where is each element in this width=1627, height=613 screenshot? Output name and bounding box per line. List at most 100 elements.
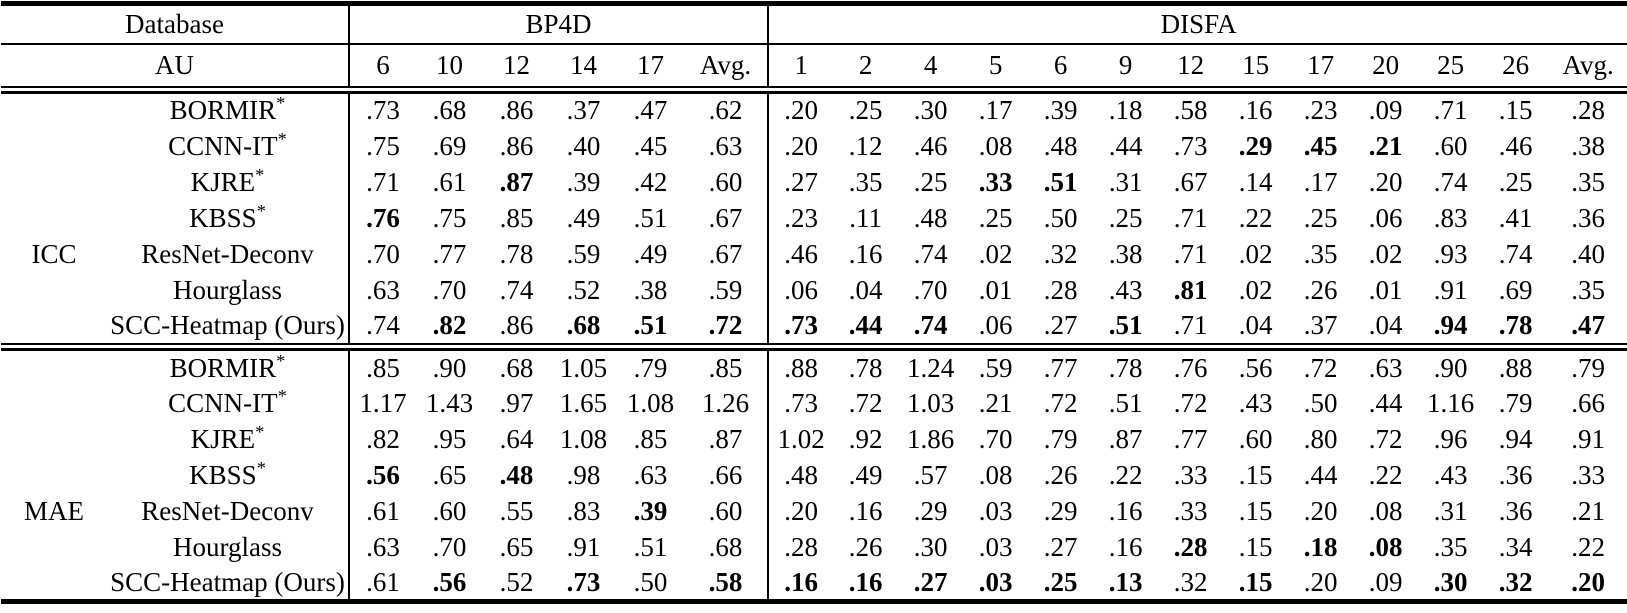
value-cell: .30 bbox=[913, 95, 948, 126]
value-cell: .50 bbox=[1043, 202, 1078, 233]
value-cell: .78 bbox=[499, 238, 534, 269]
value-cell: .32 bbox=[1043, 238, 1078, 269]
table-row-icc-5: Hourglass .63 .70 .74 .52 .38 .59 .06 .04 .70 .01.… bbox=[1, 272, 1627, 308]
value-cell: 1.26 bbox=[684, 385, 770, 422]
value-cell: .20 bbox=[1303, 566, 1338, 597]
value-cell: .61 bbox=[366, 566, 400, 597]
value-cell: .03 bbox=[978, 532, 1013, 562]
star-superscript: * bbox=[256, 458, 266, 478]
value-cell: .06 bbox=[1368, 202, 1403, 233]
value-cell: .79 bbox=[633, 352, 668, 383]
value-cell: .70 bbox=[366, 238, 400, 269]
value-cell: .94 bbox=[1498, 424, 1533, 454]
method-label: ResNet-Deconv bbox=[141, 496, 314, 526]
table-row-icc-4: ICC ResNet-Deconv .70 .77 .78 .59 .49 .67 .46 .16… bbox=[1, 236, 1627, 272]
au-header-disfa-20: 20 bbox=[1372, 49, 1400, 80]
value-cell: .66 bbox=[684, 457, 770, 494]
value-cell: .71 bbox=[1173, 202, 1208, 233]
method-label: BORMIR bbox=[169, 352, 277, 383]
value-cell: .68 bbox=[566, 310, 601, 340]
method-cell: ResNet-Deconv bbox=[107, 493, 351, 530]
star-superscript: * bbox=[255, 164, 265, 185]
value-cell: .03 bbox=[978, 496, 1013, 526]
value-cell: .38 bbox=[1108, 238, 1143, 269]
method-cell: BORMIR* bbox=[107, 349, 351, 386]
value-cell: .63 bbox=[684, 128, 770, 164]
value-cell: .47 bbox=[1571, 310, 1605, 340]
value-cell: .87 bbox=[499, 166, 534, 197]
value-cell: .25 bbox=[1043, 566, 1078, 597]
value-cell: .79 bbox=[1571, 352, 1605, 383]
value-cell: .59 bbox=[978, 352, 1013, 383]
method-cell: KBSS* bbox=[107, 457, 351, 494]
value-cell: .30 bbox=[913, 532, 948, 562]
value-cell: .70 bbox=[432, 532, 467, 562]
value-cell: .80 bbox=[1303, 424, 1338, 454]
method-cell: CCNN-IT* bbox=[107, 128, 351, 164]
star-superscript: * bbox=[276, 93, 286, 114]
method-cell: BORMIR* bbox=[107, 92, 351, 128]
value-cell: .31 bbox=[1108, 166, 1143, 197]
value-cell: 1.17 bbox=[359, 388, 407, 418]
value-cell: .91 bbox=[1433, 274, 1468, 305]
value-cell: .46 bbox=[784, 238, 818, 269]
value-cell: .41 bbox=[1498, 202, 1533, 233]
value-cell: .44 bbox=[1368, 388, 1403, 418]
value-cell: .64 bbox=[499, 424, 534, 454]
value-cell: .01 bbox=[1368, 274, 1403, 305]
star-superscript: * bbox=[277, 128, 287, 149]
value-cell: .67 bbox=[684, 236, 770, 272]
value-cell: .71 bbox=[1433, 95, 1468, 126]
table-row-icc-1: CCNN-IT* .75 .69 .86 .40 .45 .63 .20 .12 .46 .08 .4… bbox=[1, 128, 1627, 164]
value-cell: 1.05 bbox=[559, 352, 608, 383]
method-label: BORMIR bbox=[169, 95, 277, 126]
au-header-disfa-12: 12 bbox=[1177, 49, 1205, 80]
value-cell: .36 bbox=[1498, 460, 1533, 490]
metric-cell-empty bbox=[1, 386, 107, 422]
value-cell: .82 bbox=[366, 424, 400, 454]
value-cell: .75 bbox=[432, 202, 467, 233]
metric-cell-empty bbox=[1, 164, 107, 200]
value-cell: .63 bbox=[633, 460, 668, 490]
method-label: ResNet-Deconv bbox=[141, 238, 314, 269]
value-cell: .85 bbox=[366, 352, 400, 383]
value-cell: .72 bbox=[1043, 388, 1078, 418]
value-cell: .04 bbox=[848, 274, 883, 305]
star-superscript: * bbox=[256, 200, 266, 221]
database-header-label: Database bbox=[1, 3, 351, 45]
metric-cell-empty bbox=[1, 308, 107, 344]
metric-cell-empty bbox=[1, 200, 107, 236]
value-cell: .09 bbox=[1368, 95, 1403, 126]
value-cell: .51 bbox=[1043, 166, 1078, 197]
value-cell: .68 bbox=[499, 352, 534, 383]
au-header-disfa-15: 15 bbox=[1242, 49, 1270, 80]
value-cell: .72 bbox=[848, 388, 883, 418]
value-cell: .21 bbox=[978, 388, 1013, 418]
value-cell: .78 bbox=[1498, 310, 1533, 340]
disfa-header-label: DISFA bbox=[768, 3, 1627, 45]
value-cell: .20 bbox=[784, 95, 818, 126]
value-cell: .60 bbox=[684, 164, 770, 200]
value-cell: .16 bbox=[784, 566, 818, 597]
au-header-disfa-Avg: Avg. bbox=[1562, 49, 1614, 80]
value-cell: .02 bbox=[1238, 238, 1273, 269]
value-cell: .15 bbox=[1498, 95, 1533, 126]
value-cell: .85 bbox=[633, 424, 668, 454]
value-cell: .47 bbox=[633, 95, 668, 126]
value-cell: .18 bbox=[1303, 532, 1338, 562]
value-cell: .33 bbox=[1173, 496, 1208, 526]
value-cell: .96 bbox=[1433, 424, 1468, 454]
value-cell: .50 bbox=[1303, 388, 1338, 418]
value-cell: .29 bbox=[1043, 496, 1078, 526]
value-cell: .21 bbox=[1368, 130, 1403, 161]
value-cell: .29 bbox=[913, 496, 948, 526]
au-header-bp4d-Avg: Avg. bbox=[684, 43, 770, 87]
value-cell: .20 bbox=[1303, 496, 1338, 526]
value-cell: .86 bbox=[499, 130, 534, 161]
value-cell: .04 bbox=[1368, 310, 1403, 340]
method-cell: KJRE* bbox=[107, 164, 351, 200]
value-cell: .77 bbox=[1173, 424, 1208, 454]
value-cell: .33 bbox=[1173, 460, 1208, 490]
value-cell: .40 bbox=[566, 130, 601, 161]
value-cell: .48 bbox=[1043, 130, 1078, 161]
